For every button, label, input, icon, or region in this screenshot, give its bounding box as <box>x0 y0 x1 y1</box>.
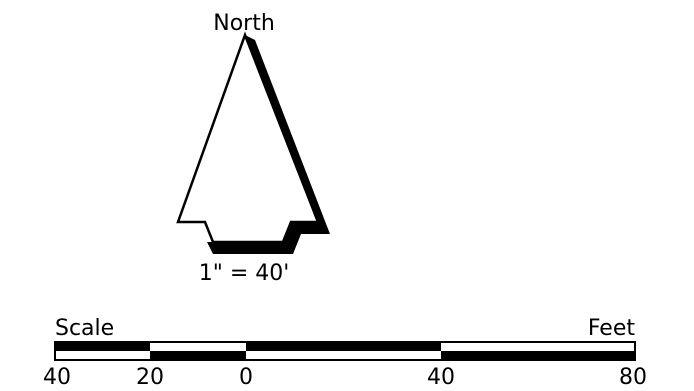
arrow-outline <box>176 31 320 244</box>
scale-segment <box>246 342 441 351</box>
scale-tick-label: 80 <box>619 365 647 390</box>
scale-segment <box>150 351 246 360</box>
scale-segment <box>55 342 150 351</box>
scale-right-label: Feet <box>588 316 636 341</box>
scale-tick-label: 20 <box>136 365 164 390</box>
scale-left-label: Scale <box>55 316 114 341</box>
scale-tick-label: 0 <box>239 365 253 390</box>
arrow-shadow <box>207 35 330 254</box>
north-label: North <box>213 11 275 36</box>
scale-segment <box>441 351 635 360</box>
scale-bar: Scale Feet 40 20 0 40 80 <box>43 316 647 390</box>
north-arrow: North <box>176 11 330 254</box>
scale-tick-label: 40 <box>43 365 71 390</box>
scale-ratio: 1" = 40' <box>199 261 290 286</box>
scale-tick-label: 40 <box>427 365 455 390</box>
